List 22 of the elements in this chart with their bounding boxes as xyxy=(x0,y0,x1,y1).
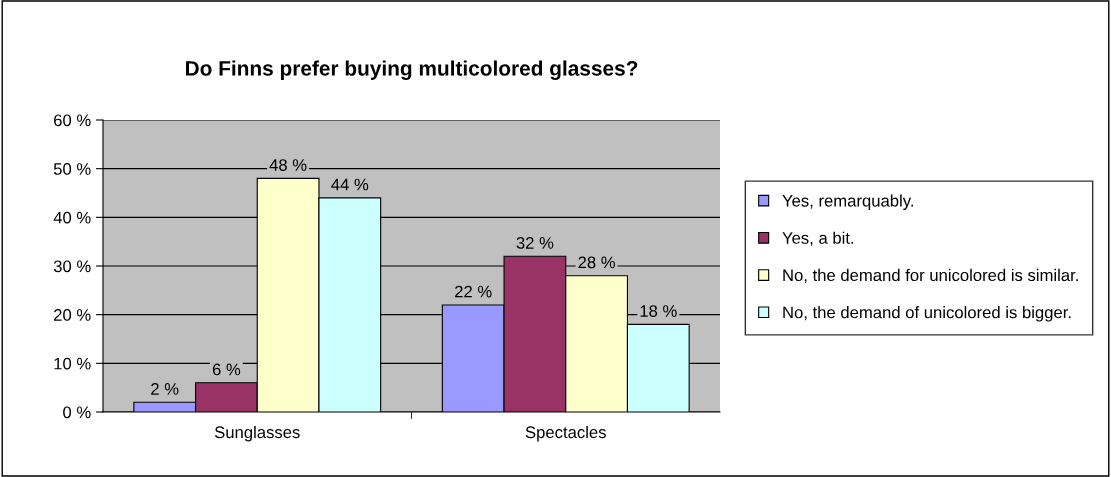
data-label: 48 % xyxy=(269,159,307,171)
legend-label: No, the demand for unicolored is similar. xyxy=(783,268,1078,284)
data-label: 22 % xyxy=(455,285,492,298)
data-label: 6 % xyxy=(212,363,241,376)
y-tick-label: 60 % xyxy=(54,114,91,127)
y-tick-label: 40 % xyxy=(53,211,91,224)
y-tick-label: 10 % xyxy=(54,357,91,370)
x-tick-label: Spectacles xyxy=(525,425,606,442)
chart-title: Do Finns prefer buying multicolored glasses? xyxy=(186,60,638,80)
data-label: 32 % xyxy=(516,237,554,249)
data-label: 2 % xyxy=(151,383,179,395)
y-tick-label: 30 % xyxy=(53,260,91,273)
y-tick-label: 50 % xyxy=(53,163,91,175)
x-tick-label: Sunglasses xyxy=(214,425,300,442)
y-tick-label: 0 % xyxy=(63,406,91,419)
legend-label: No, the demand of unicolored is bigger. xyxy=(783,306,1071,322)
data-label: 18 % xyxy=(640,305,677,317)
legend-label: Yes, a bit. xyxy=(782,231,854,246)
y-tick-label: 20 % xyxy=(54,309,91,321)
data-label: 44 % xyxy=(331,178,369,191)
legend-label: Yes, remarquably. xyxy=(782,194,913,210)
data-label: 28 % xyxy=(578,256,615,269)
